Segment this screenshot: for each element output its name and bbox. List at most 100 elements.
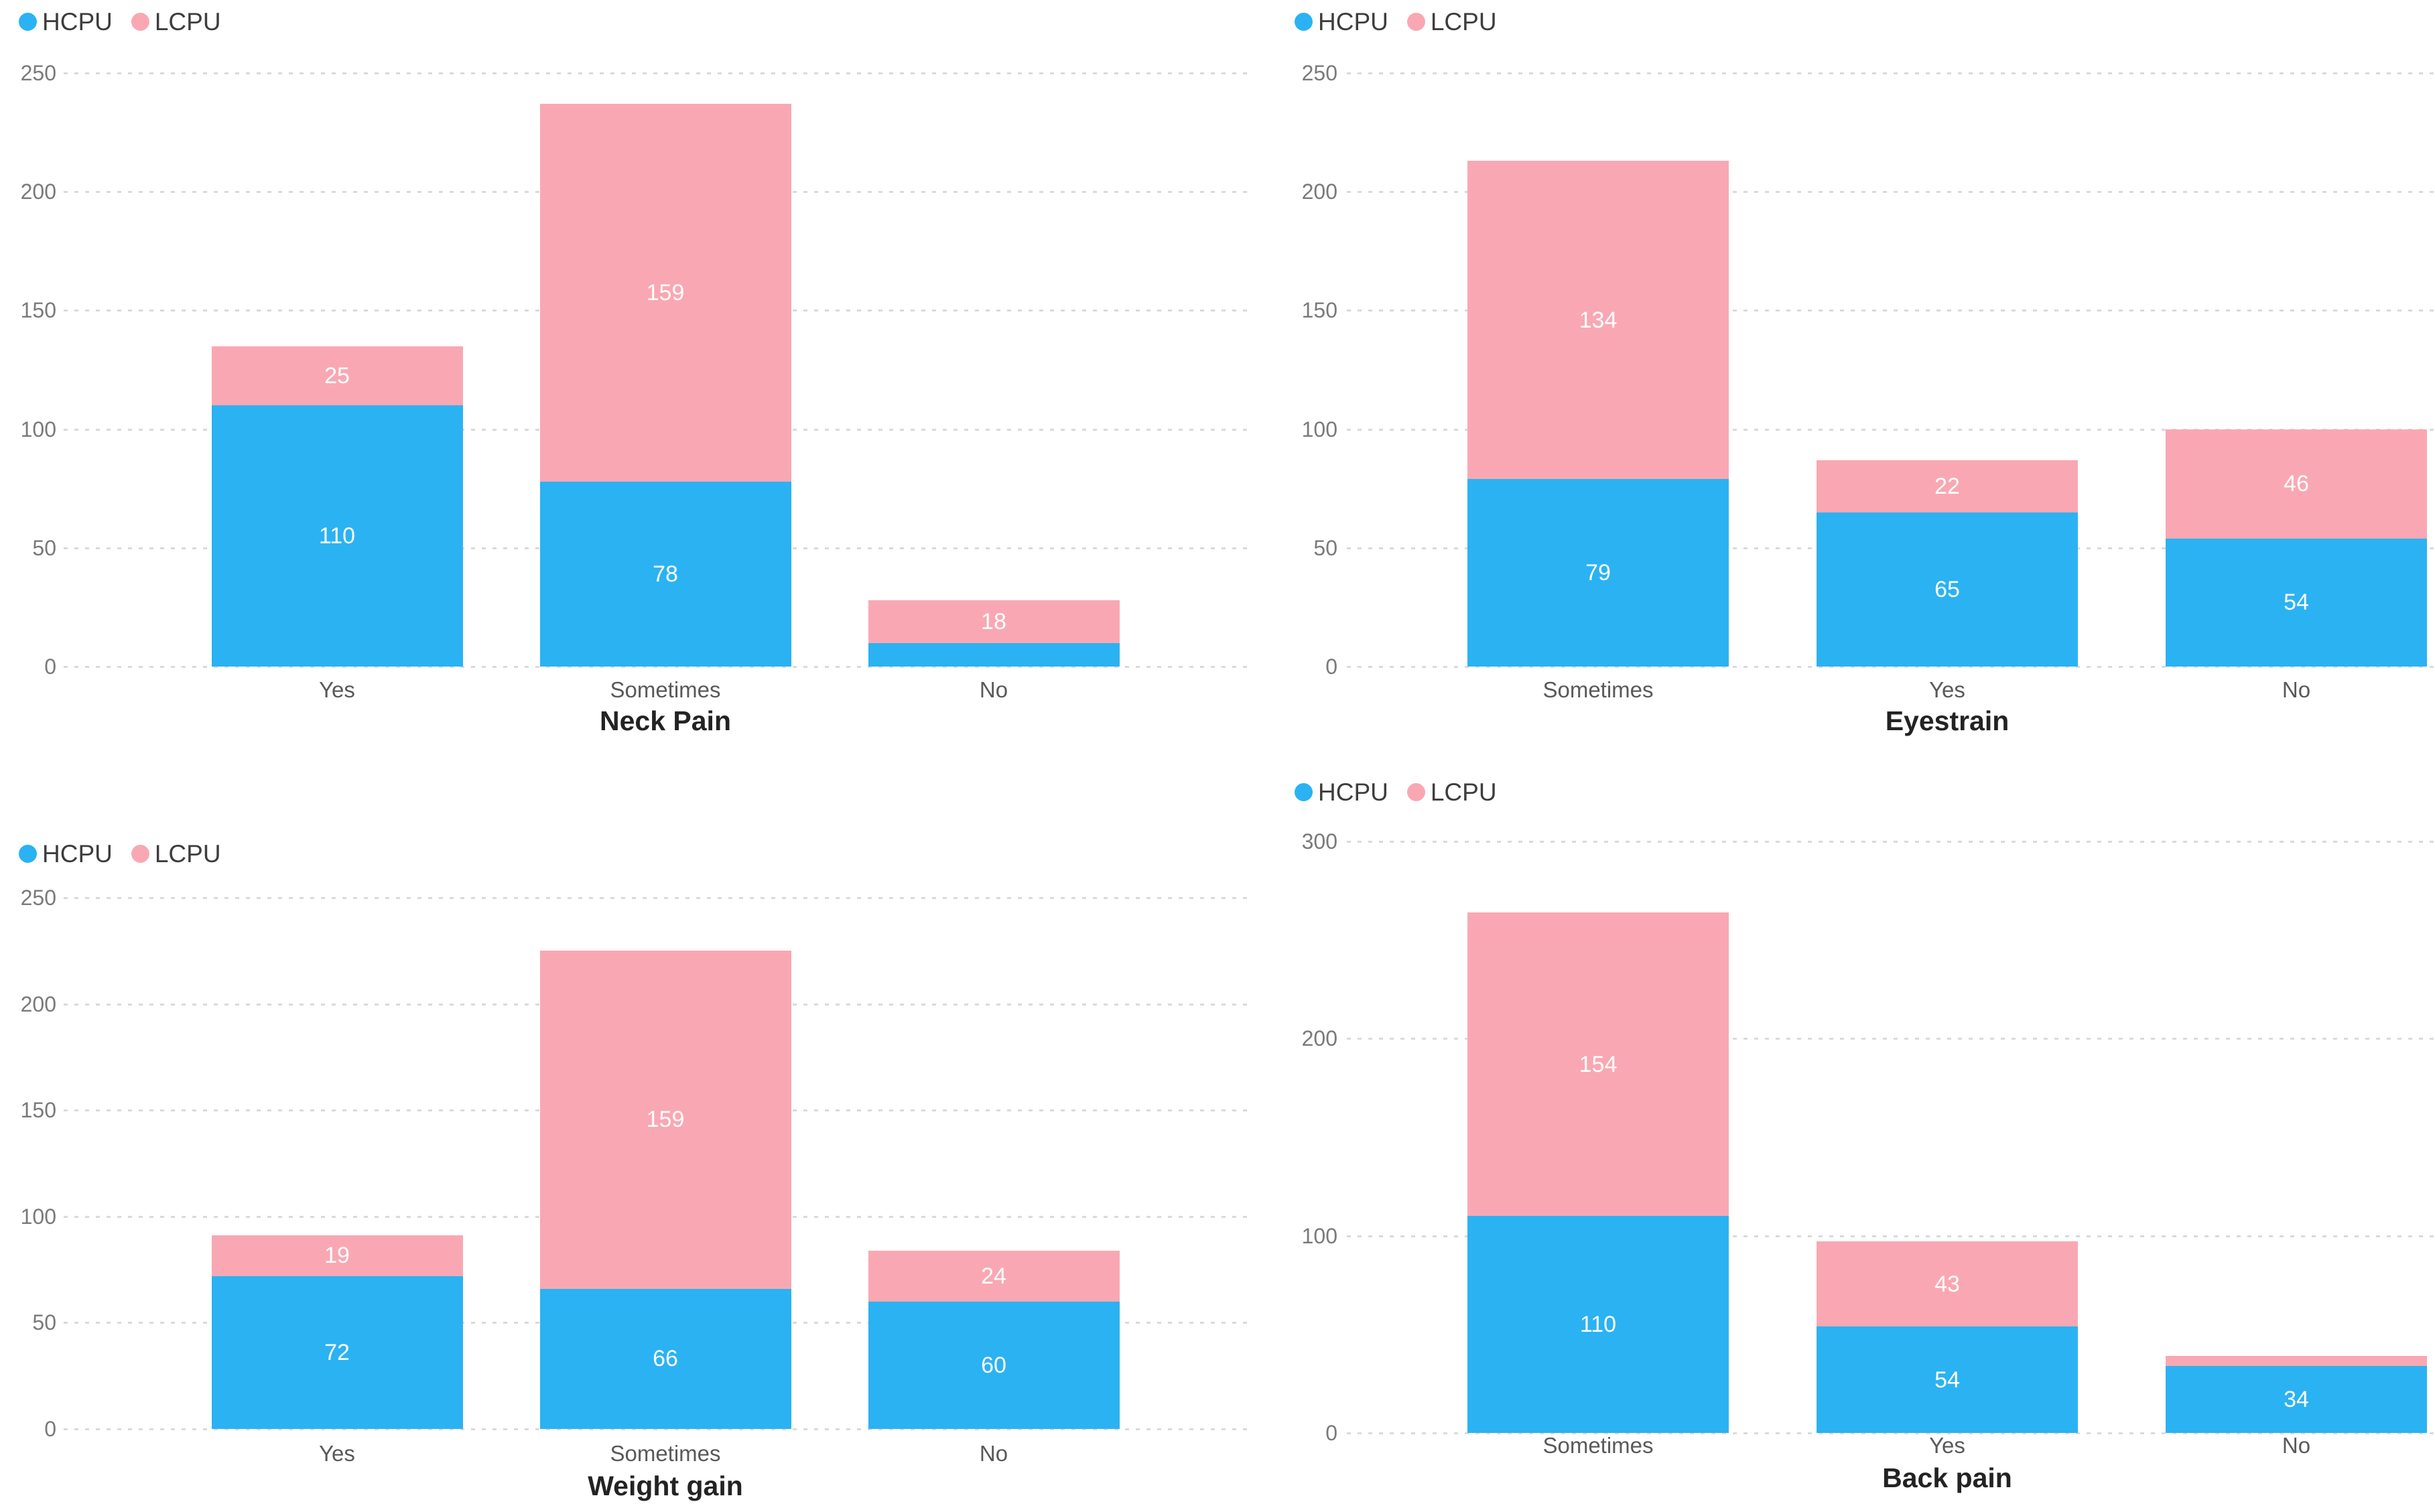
legend-item-lcpu[interactable]: LCPU	[1406, 778, 1497, 806]
bar-segment-lcpu-sometimes[interactable]: 154	[1467, 912, 1729, 1217]
legend-item-hcpu[interactable]: HCPU	[1295, 780, 1388, 805]
bar-segment-lcpu-no[interactable]: 46	[2166, 429, 2427, 539]
x-category-label: No	[2282, 1433, 2311, 1458]
lcpu-swatch-icon	[1406, 783, 1425, 801]
x-category-label: Sometimes	[610, 1441, 721, 1466]
x-axis-title: Neck Pain	[600, 705, 731, 736]
bar-value-label: 154	[1579, 1051, 1618, 1077]
legend-label: LCPU	[1430, 778, 1497, 806]
legend-label: HCPU	[1318, 778, 1388, 806]
lcpu-swatch-icon	[131, 13, 149, 31]
bar-segment-hcpu-no[interactable]: 54	[2166, 538, 2427, 667]
bar-value-label: 134	[1579, 307, 1618, 333]
bar-segment-hcpu-sometimes[interactable]: 79	[1467, 479, 1729, 667]
legend-item-lcpu[interactable]: LCPU	[131, 9, 221, 34]
bar-value-label: 72	[324, 1339, 350, 1365]
legend: HCPU LCPU	[19, 9, 221, 34]
bar-segment-hcpu-yes[interactable]: 65	[1817, 512, 2078, 667]
x-category-label: Yes	[319, 677, 355, 702]
bar-segment-lcpu-yes[interactable]: 22	[1817, 460, 2078, 512]
bar-segment-lcpu-sometimes[interactable]: 159	[539, 104, 791, 482]
lcpu-swatch-icon	[1406, 13, 1425, 31]
y-tick-label: 300	[1301, 829, 1337, 853]
gridline-0	[1347, 666, 2435, 668]
legend-label: HCPU	[42, 840, 113, 868]
gridline-200	[1347, 191, 2435, 194]
bar-value-label: 65	[1934, 576, 1960, 602]
bar-segment-lcpu-no[interactable]	[2166, 1356, 2427, 1366]
legend-label: HCPU	[42, 8, 113, 36]
bar-value-label: 54	[2284, 590, 2309, 616]
y-tick-label: 0	[44, 655, 56, 679]
bar-value-label: 159	[646, 1107, 685, 1133]
x-category-label: Yes	[1929, 1433, 1965, 1458]
gridline-200	[1347, 1038, 2435, 1040]
x-category-label: Yes	[319, 1441, 355, 1466]
bar-value-label: 60	[981, 1352, 1006, 1378]
legend-item-hcpu[interactable]: HCPU	[19, 9, 113, 34]
y-tick-label: 100	[1301, 417, 1337, 441]
y-tick-label: 100	[20, 417, 56, 441]
x-category-label: No	[979, 677, 1008, 702]
bar-value-label: 22	[1934, 473, 1960, 499]
x-axis-title: Back pain	[1882, 1462, 2012, 1493]
legend-label: LCPU	[154, 8, 221, 36]
bar-segment-lcpu-sometimes[interactable]: 159	[539, 951, 791, 1289]
gridline-150	[1347, 310, 2435, 312]
bar-segment-hcpu-no[interactable]: 60	[868, 1301, 1120, 1429]
bar-value-label: 24	[981, 1263, 1006, 1289]
legend-item-lcpu[interactable]: LCPU	[131, 841, 221, 866]
y-tick-label: 250	[20, 886, 56, 910]
y-tick-label: 200	[1301, 180, 1337, 204]
bar-value-label: 25	[324, 362, 350, 389]
gridline-250	[64, 897, 1253, 899]
bar-value-label: 54	[1934, 1367, 1960, 1393]
y-tick-label: 100	[1301, 1223, 1337, 1248]
bar-value-label: 110	[1579, 1312, 1617, 1338]
x-axis-title: Eyestrain	[1885, 705, 2010, 736]
legend-item-hcpu[interactable]: HCPU	[1295, 9, 1388, 34]
gridline-250	[64, 72, 1253, 74]
bar-value-label: 110	[318, 523, 356, 549]
y-tick-label: 150	[1301, 298, 1337, 323]
y-tick-label: 0	[1325, 655, 1337, 679]
bar-segment-hcpu-sometimes[interactable]: 110	[1467, 1216, 1729, 1433]
hcpu-swatch-icon	[1295, 783, 1313, 801]
gridline-0	[64, 1428, 1253, 1430]
gridline-250	[1347, 72, 2435, 74]
bar-segment-lcpu-yes[interactable]: 43	[1817, 1241, 2078, 1327]
bar-segment-hcpu-no[interactable]: 34	[2166, 1365, 2427, 1433]
y-tick-label: 50	[32, 535, 56, 560]
gridline-100	[1347, 428, 2435, 431]
bar-segment-hcpu-yes[interactable]: 72	[211, 1276, 463, 1429]
legend-label: LCPU	[154, 840, 221, 868]
legend-item-hcpu[interactable]: HCPU	[19, 841, 113, 866]
x-axis-title: Weight gain	[588, 1470, 743, 1501]
bar-segment-lcpu-yes[interactable]: 25	[211, 346, 463, 406]
bar-segment-hcpu-yes[interactable]: 110	[211, 405, 463, 667]
gridline-0	[1347, 1432, 2435, 1434]
x-category-label: Sometimes	[1542, 677, 1654, 702]
bar-value-label: 79	[1585, 560, 1611, 586]
bar-segment-lcpu-sometimes[interactable]: 134	[1467, 161, 1729, 480]
gridline-0	[64, 666, 1253, 668]
bar-segment-lcpu-no[interactable]: 24	[868, 1250, 1120, 1302]
bar-segment-lcpu-no[interactable]: 18	[868, 600, 1120, 643]
bar-segment-hcpu-no[interactable]	[868, 642, 1120, 667]
bar-value-label: 43	[1934, 1271, 1960, 1297]
x-category-label: Sometimes	[1542, 1433, 1654, 1458]
y-tick-label: 150	[20, 298, 56, 323]
legend-item-lcpu[interactable]: LCPU	[1406, 9, 1497, 34]
x-category-label: No	[2282, 677, 2311, 702]
y-tick-label: 200	[20, 180, 56, 204]
bar-segment-lcpu-yes[interactable]: 19	[211, 1235, 463, 1276]
bar-segment-hcpu-sometimes[interactable]: 78	[539, 481, 791, 667]
bar-segment-hcpu-yes[interactable]: 54	[1817, 1326, 2078, 1433]
bar-segment-hcpu-sometimes[interactable]: 66	[539, 1288, 791, 1429]
bar-value-label: 66	[653, 1346, 678, 1372]
y-tick-label: 100	[20, 1204, 56, 1229]
